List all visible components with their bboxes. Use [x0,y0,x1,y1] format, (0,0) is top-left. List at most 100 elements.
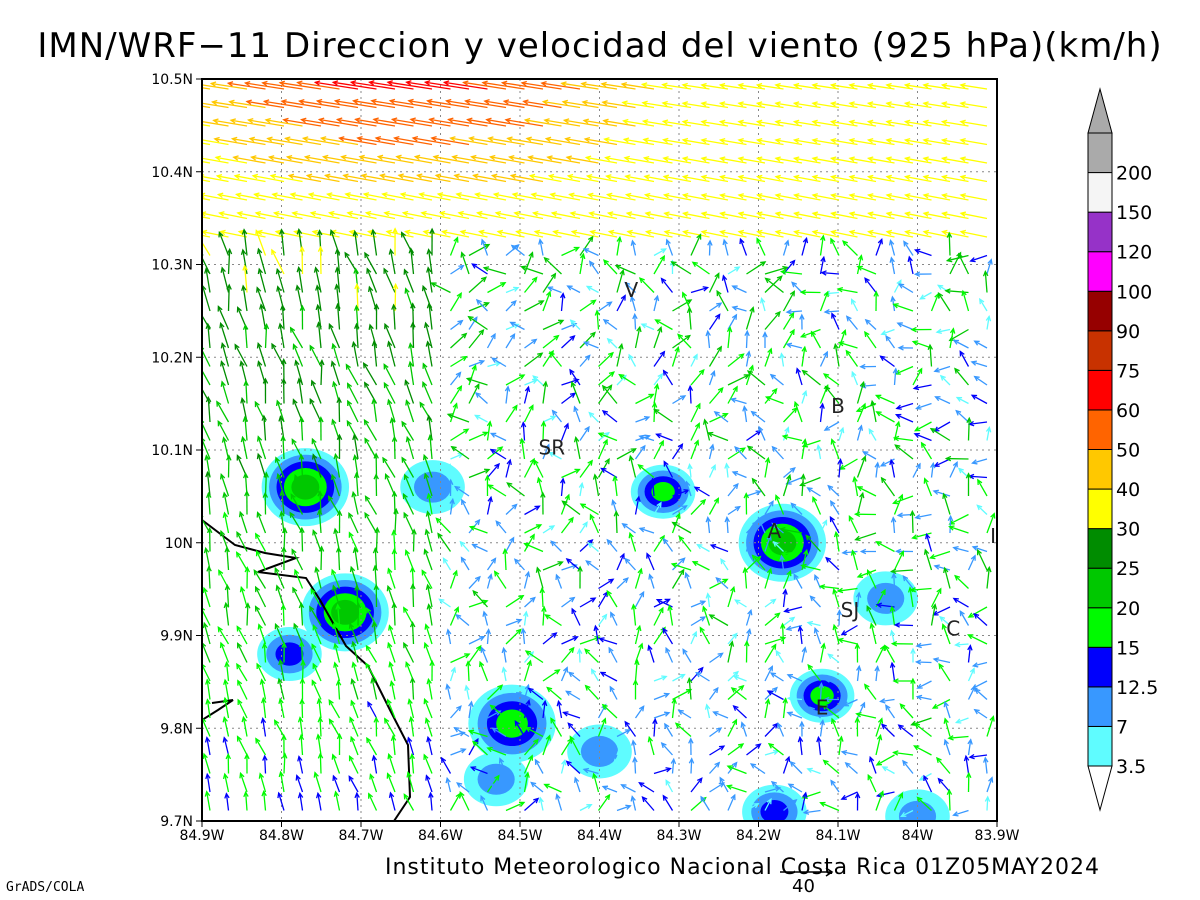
colorbar-swatch [1087,646,1113,688]
wind-vector [598,578,614,590]
wind-vector-head [740,721,746,728]
wind-vector [930,588,942,608]
wind-vector [255,606,267,626]
wind-vector-head [480,646,486,653]
wind-vector [781,624,785,645]
wind-vector-head [685,688,693,695]
wind-vector [524,339,537,349]
wind-vector [933,490,951,497]
wind-vector [586,156,618,164]
wind-vector [542,291,551,312]
wind-vector-head [601,100,608,106]
wind-vector [301,699,304,719]
wind-vector [579,299,596,312]
wind-vector-head [233,173,241,180]
wind-vector-head [373,452,379,459]
wind-vector-head [331,342,337,350]
wind-vector [319,491,322,515]
wind-vector-head [774,156,781,162]
wind-vector-head [478,229,485,236]
wind-vector [523,755,533,774]
wind-vector-head [624,192,632,199]
wind-vector [663,461,674,478]
wind-vector-head [274,456,281,463]
wind-vector [653,535,665,552]
wind-vector [424,549,433,571]
wind-vector [568,175,599,183]
wind-vector [557,701,563,719]
wind-vector-head [737,156,744,162]
wind-vector [396,156,433,164]
wind-vector-head [678,535,685,542]
wind-vector [616,295,626,312]
wind-vector [407,737,415,756]
wind-vector-head [280,357,287,365]
wind-vector [701,102,729,109]
wind-vector [868,84,895,90]
wind-vector-head [829,119,837,126]
colorbar-label: 20 [1116,598,1140,620]
wind-vector [942,157,969,164]
wind-vector-head [642,155,650,162]
wind-vector-head [298,453,305,460]
wind-vector-head [894,413,902,419]
wind-vector [505,801,525,812]
wind-vector-head [492,192,500,198]
wind-vector-head [371,754,378,762]
wind-vector [851,299,859,312]
wind-vector [610,612,618,626]
wind-vector-head [923,477,929,484]
wind-vector [431,137,470,146]
wind-vector-head [959,101,966,107]
wind-vector [954,368,970,386]
wind-vector-head [408,715,415,723]
wind-vector [206,791,211,811]
wind-vector-head [863,683,870,690]
wind-vector [202,256,211,275]
wind-vector [254,193,285,201]
wind-vector-head [225,752,232,760]
wind-vector-head [913,745,920,751]
wind-vector [666,239,674,256]
wind-vector-head [246,118,254,124]
wind-vector-head [866,119,874,126]
wind-vector-head [638,434,645,441]
wind-vector [839,341,858,349]
wind-vector [356,793,359,811]
wind-vector [226,585,230,608]
wind-vector [727,685,744,700]
wind-vector-head [489,154,496,161]
wind-vector-head [606,337,613,344]
wind-vector [665,647,674,663]
wind-vector [561,564,577,571]
wind-vector [606,175,636,183]
place-label: C [946,617,960,641]
wind-vector-head [434,173,442,179]
wind-vector-head [989,715,995,722]
wind-vector-head [585,560,592,566]
wind-vector [671,569,685,589]
wind-vector-head [976,504,983,511]
wind-vector-head [445,683,451,690]
wind-vector-head [533,738,539,745]
wind-vector-head [547,173,555,180]
wind-vector [701,194,729,201]
wind-vector [938,292,951,312]
institution-credit: Instituto Meteorologico Nacional Costa R… [385,855,1100,880]
wind-vector-head [622,118,629,125]
wind-vector [547,156,581,164]
wind-vector [630,296,637,312]
wind-vector [270,174,303,183]
wind-vector [471,263,488,275]
wind-vector [662,628,674,645]
wind-vector [880,355,895,368]
wind-vector [720,84,747,90]
wind-vector-head [786,711,793,717]
wind-vector-head [679,557,686,564]
wind-vector-head [334,266,341,273]
wind-vector-head [643,174,650,180]
wind-vector-head [224,660,230,668]
wind-vector-head [793,229,800,236]
wind-vector-head [793,193,800,199]
wind-vector-head [543,118,550,124]
